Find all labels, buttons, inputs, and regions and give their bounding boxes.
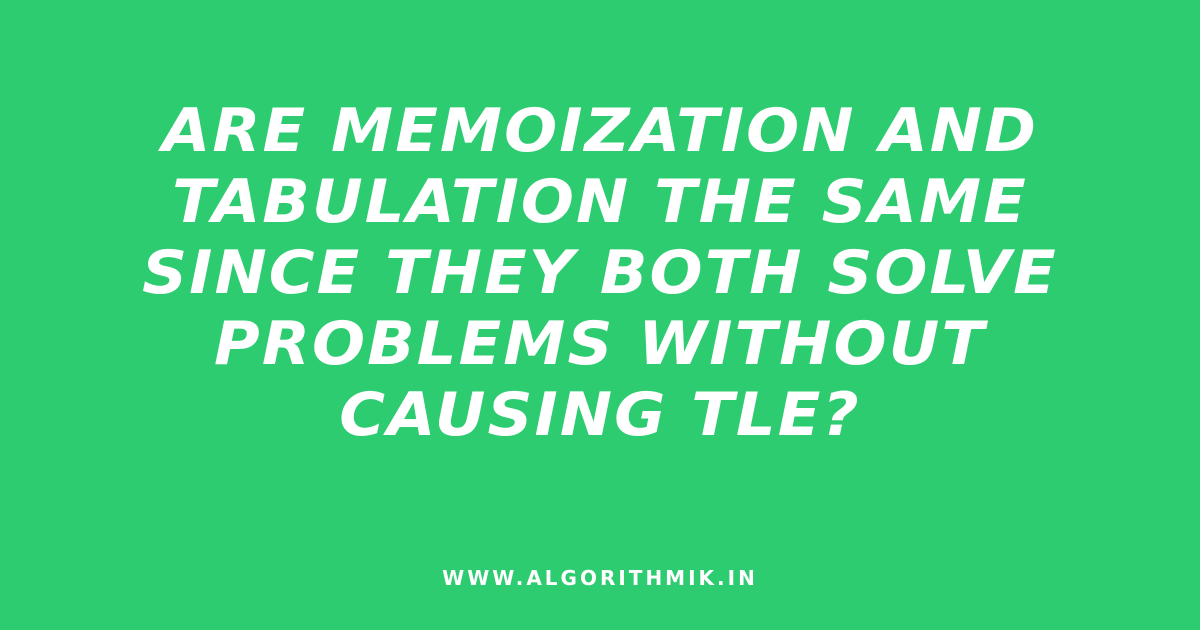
headline-line: TABULATION THE SAME: [172, 167, 1028, 237]
headline-line: SINCE THEY BOTH SOLVE: [142, 238, 1058, 308]
headline-line: PROBLEMS WITHOUT: [214, 309, 986, 379]
headline-line: CAUSING TLE?: [339, 380, 861, 450]
headline: ARE MEMOIZATION AND TABULATION THE SAME …: [0, 96, 1200, 451]
site-url: WWW.ALGORITHMIK.IN: [442, 566, 758, 590]
headline-line: ARE MEMOIZATION AND: [162, 96, 1038, 166]
